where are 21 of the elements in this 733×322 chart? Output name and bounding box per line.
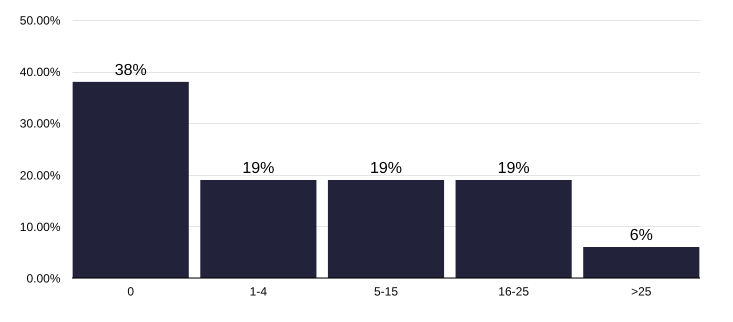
data-label: 6% xyxy=(630,227,653,244)
data-label: 19% xyxy=(370,160,402,177)
y-tick-label: 20.00% xyxy=(20,168,61,182)
x-tick-label: 16-25 xyxy=(498,284,530,298)
y-tick-label: 0.00% xyxy=(26,272,61,286)
data-label: 19% xyxy=(498,160,530,177)
bar xyxy=(72,82,189,278)
bar xyxy=(200,180,316,278)
data-label: 38% xyxy=(114,62,147,79)
y-tick-label: 30.00% xyxy=(20,116,61,131)
y-tick-label: 40.00% xyxy=(20,65,61,80)
y-tick-label: 50.00% xyxy=(20,14,61,28)
bar xyxy=(456,180,572,278)
x-tick-label: 0 xyxy=(127,284,134,298)
x-tick-label: 5-15 xyxy=(374,284,398,298)
x-tick-label: >25 xyxy=(631,284,652,298)
y-tick-label: 10.00% xyxy=(20,220,61,234)
bar xyxy=(583,247,700,278)
bar xyxy=(328,180,444,278)
data-label: 19% xyxy=(242,160,274,177)
x-tick-label: 1-4 xyxy=(250,284,268,298)
